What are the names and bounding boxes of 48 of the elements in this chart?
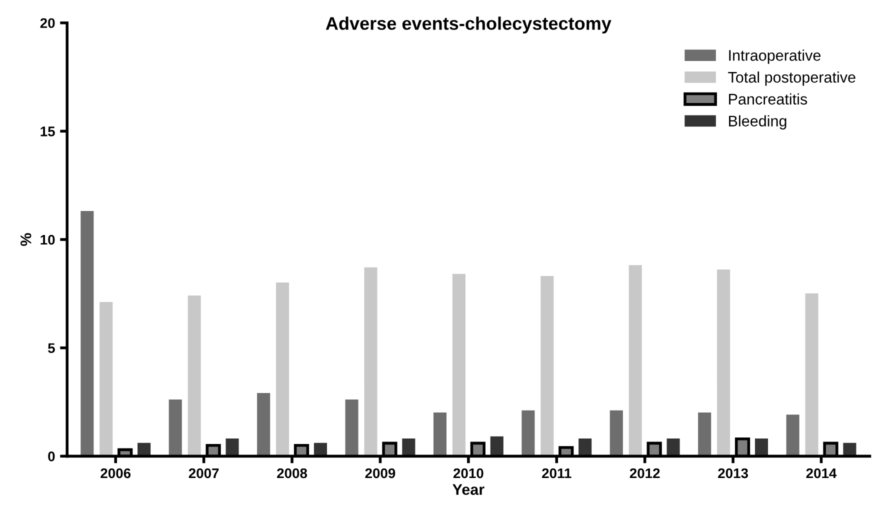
legend-label: Intraoperative bbox=[729, 50, 821, 64]
bar bbox=[717, 270, 730, 456]
bar bbox=[843, 442, 856, 456]
x-tick-label: 2010 bbox=[453, 468, 484, 478]
y-tick-label: 10 bbox=[40, 234, 55, 245]
bar bbox=[226, 438, 239, 456]
y-axis-title: % bbox=[20, 233, 32, 246]
bar bbox=[490, 436, 504, 456]
bar bbox=[754, 438, 768, 456]
bar bbox=[168, 400, 182, 456]
bar bbox=[540, 276, 554, 456]
legend-label: Pancreatitis bbox=[729, 93, 808, 105]
x-tick-label: 2014 bbox=[806, 468, 837, 478]
bar bbox=[364, 267, 378, 456]
bar bbox=[452, 274, 466, 456]
x-tick-label: 2006 bbox=[100, 468, 131, 478]
x-axis-title: Year bbox=[452, 484, 484, 495]
bar bbox=[188, 296, 201, 456]
x-tick-label: 2013 bbox=[718, 468, 748, 478]
x-tick-label: 2012 bbox=[630, 468, 660, 478]
bar bbox=[402, 438, 416, 456]
bar bbox=[805, 293, 818, 456]
x-tick-label: 2009 bbox=[365, 468, 396, 478]
chart-title: Adverse events-cholecystectomy bbox=[326, 16, 612, 34]
bar bbox=[345, 400, 358, 456]
bar bbox=[610, 410, 623, 456]
bar bbox=[578, 438, 592, 456]
bar bbox=[100, 302, 113, 456]
bar bbox=[433, 412, 447, 456]
bar bbox=[628, 265, 642, 456]
bar bbox=[314, 442, 327, 456]
legend-label: Bleeding bbox=[729, 115, 786, 130]
bar bbox=[80, 211, 94, 456]
bar bbox=[138, 442, 151, 456]
y-tick-label: 15 bbox=[40, 126, 55, 136]
y-tick-label: 0 bbox=[48, 452, 55, 462]
bar bbox=[786, 414, 800, 456]
bar bbox=[522, 410, 535, 456]
legend-label: Total postoperative bbox=[728, 71, 856, 86]
bar bbox=[698, 412, 712, 456]
bar bbox=[276, 282, 290, 456]
y-tick-label: 5 bbox=[48, 343, 55, 354]
x-tick-label: 2008 bbox=[277, 468, 308, 478]
bar bbox=[666, 438, 680, 456]
x-tick-label: 2011 bbox=[542, 468, 572, 478]
bar bbox=[257, 393, 270, 456]
y-tick-label: 20 bbox=[40, 18, 55, 28]
x-tick-label: 2007 bbox=[188, 468, 219, 478]
